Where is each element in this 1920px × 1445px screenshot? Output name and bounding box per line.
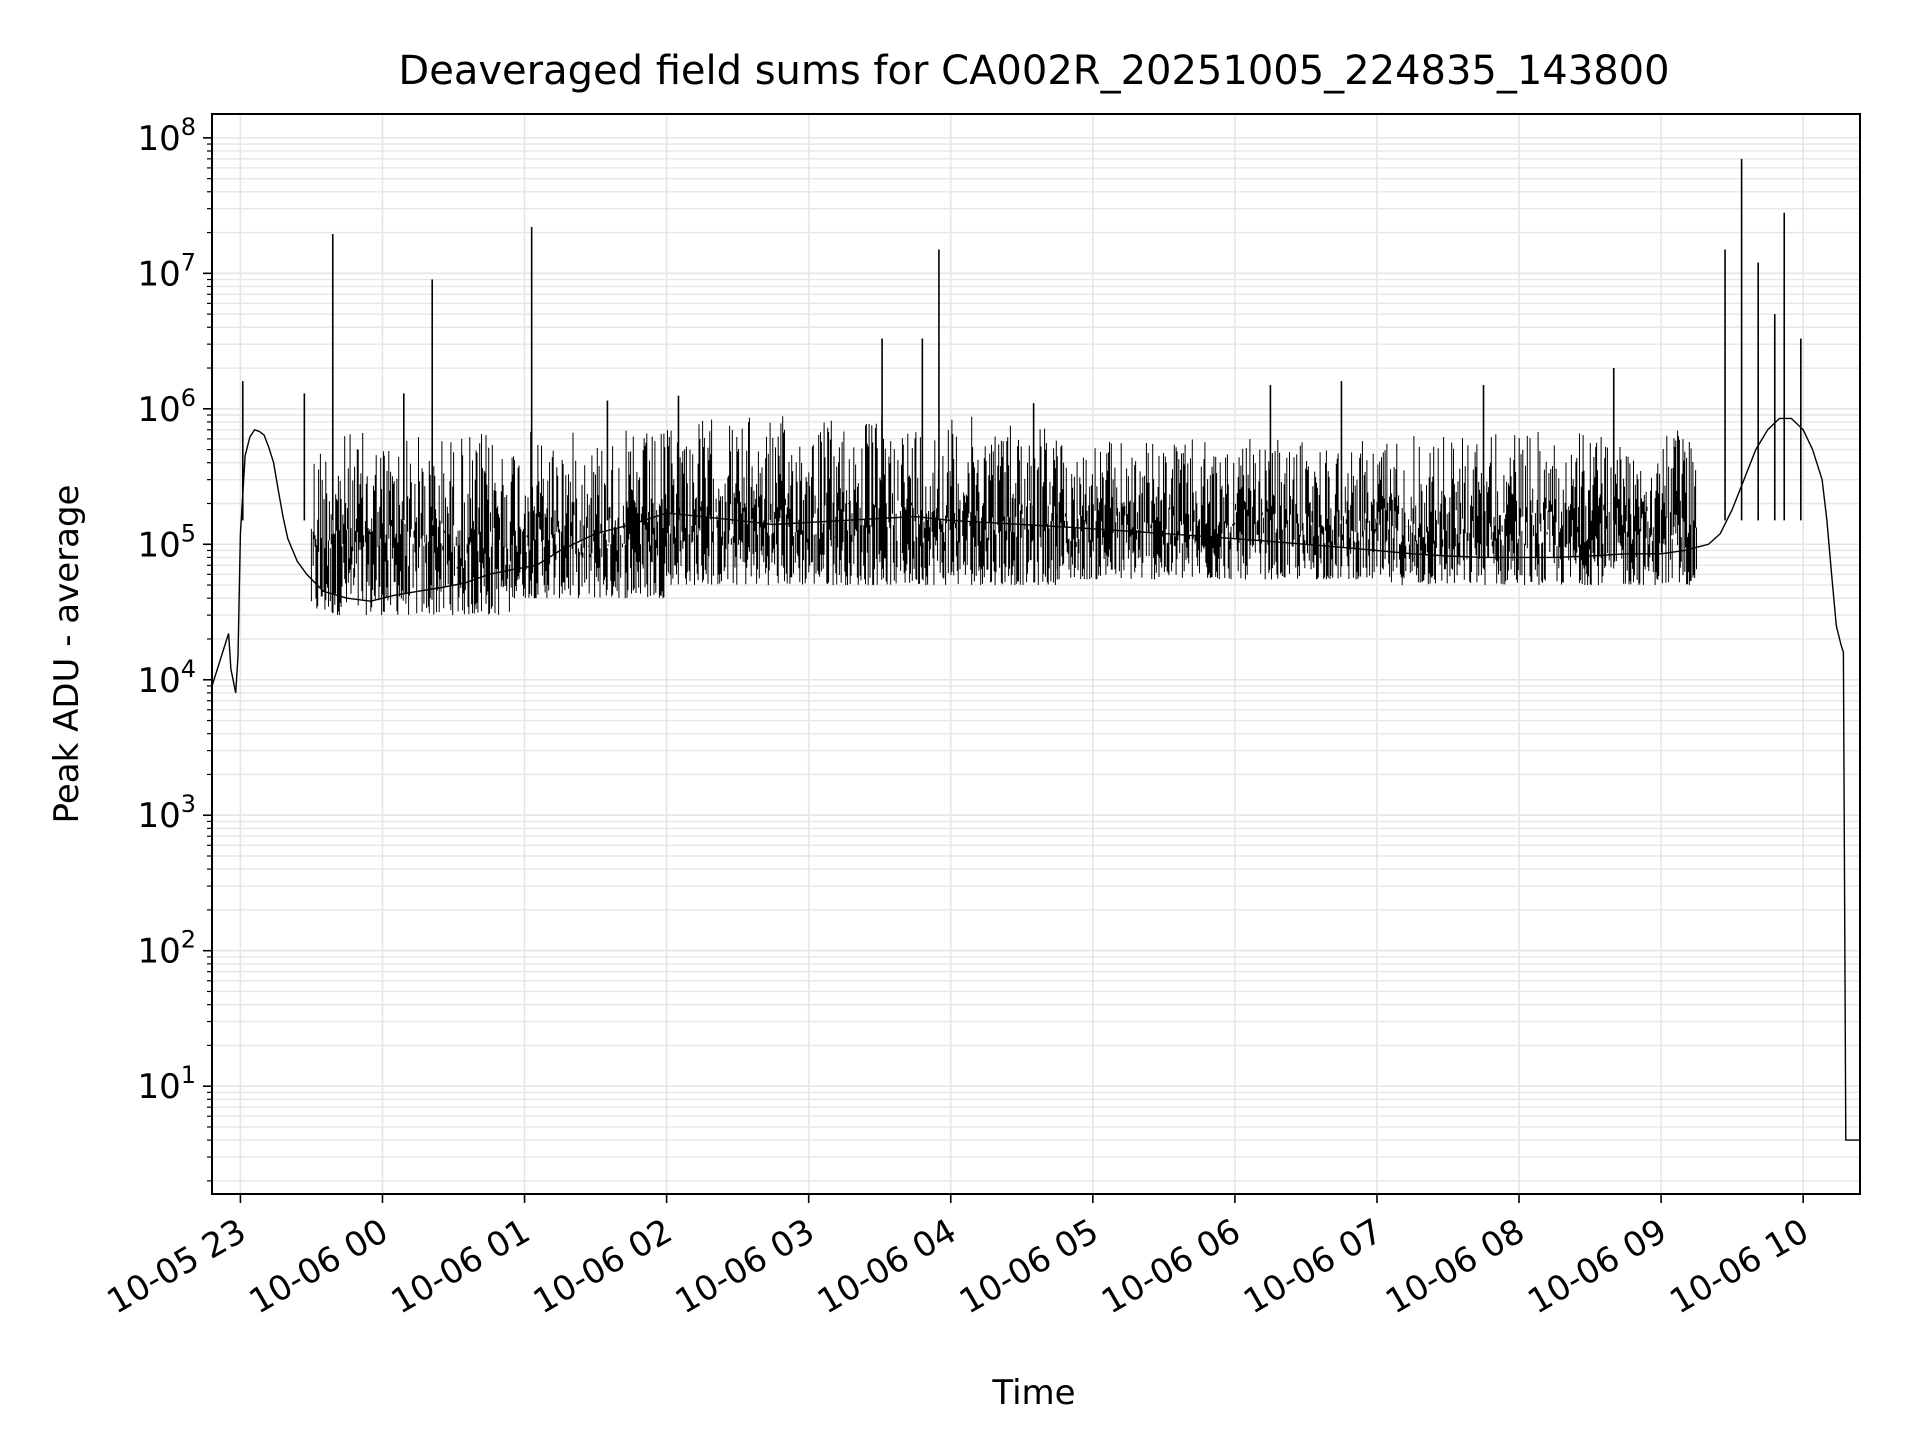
data-band [310,433,513,616]
y-tick-label: 101 [137,1061,196,1107]
y-axis-label: Peak ADU - average [47,485,87,824]
chart-title: Deaveraged field sums for CA002R_2025100… [398,48,1669,94]
x-axis-label: Time [991,1373,1075,1413]
grid [212,114,1860,1194]
data-band [666,416,1058,586]
y-tick-label: 104 [137,655,196,701]
y-tick-label: 106 [137,384,196,430]
y-tick-label: 102 [137,926,196,972]
series-line [211,417,1860,1141]
plot-frame [211,113,1861,1195]
data-band [512,430,668,599]
y-tick-label: 108 [137,113,196,159]
y-tick-label: 105 [137,519,196,565]
y-tick-label: 103 [137,790,196,836]
data-layer [211,158,1860,1141]
y-tick-label: 107 [137,248,196,294]
